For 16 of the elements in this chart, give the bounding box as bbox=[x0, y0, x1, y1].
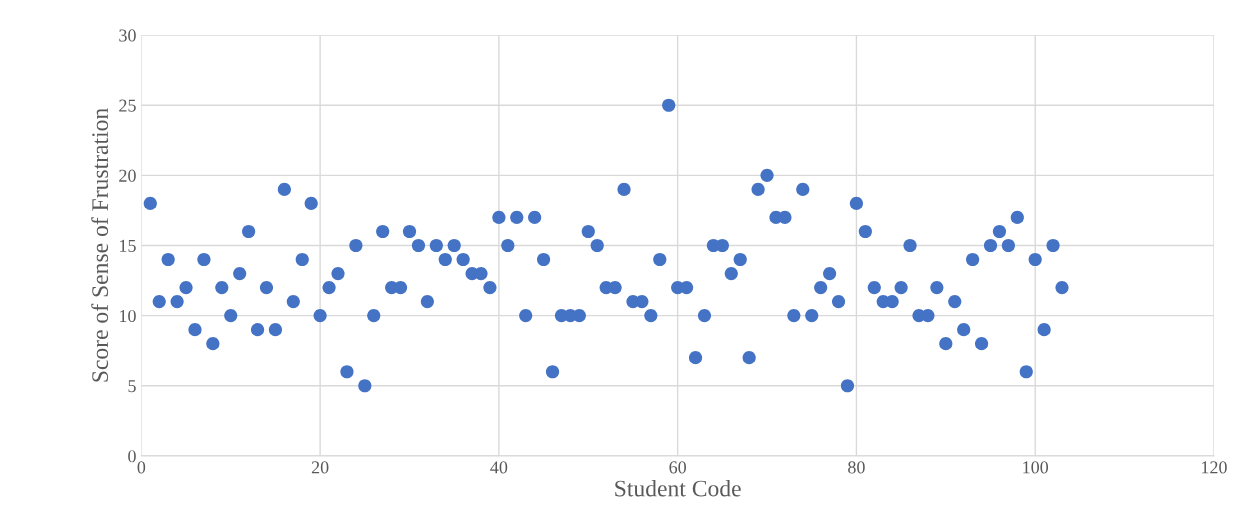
y-tick-label: 30 bbox=[119, 29, 136, 42]
y-tick-label: 15 bbox=[120, 239, 136, 252]
y-tick-label: 5 bbox=[128, 380, 136, 393]
x-tick-label: 40 bbox=[490, 461, 508, 474]
y-tick-label: 0 bbox=[128, 450, 136, 463]
x-tick-label: 120 bbox=[1202, 461, 1227, 474]
x-tick-label: 60 bbox=[669, 461, 686, 474]
y-tick-label: 25 bbox=[119, 99, 136, 112]
x-tick-label: 20 bbox=[311, 461, 329, 474]
y-axis-title: Score of Sense of Frustration bbox=[91, 108, 109, 382]
x-tick-label: 100 bbox=[1023, 461, 1049, 474]
y-tick-label: 20 bbox=[119, 169, 136, 182]
x-tick-label: 80 bbox=[848, 461, 865, 474]
y-tick-label: 10 bbox=[120, 309, 136, 323]
x-tick-label: 0 bbox=[137, 461, 146, 474]
x-axis-title: Student Code bbox=[615, 479, 741, 497]
